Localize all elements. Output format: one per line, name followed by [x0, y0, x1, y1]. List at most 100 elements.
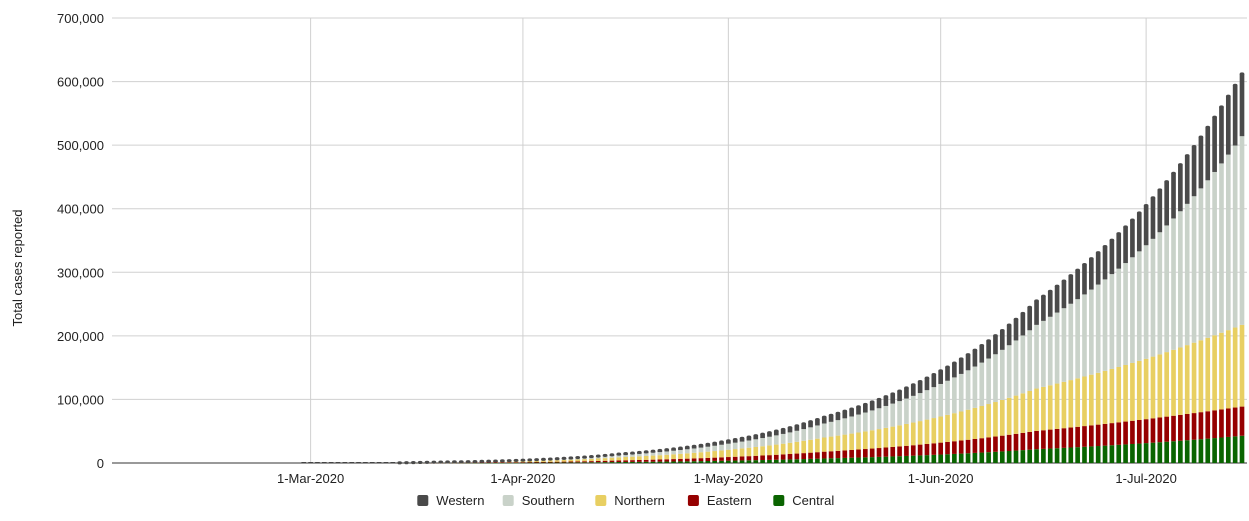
bar-segment-southern	[1116, 268, 1122, 367]
bar-cap	[493, 459, 498, 463]
bar-segment-central	[630, 461, 635, 463]
bar-segment-southern	[595, 456, 601, 459]
bar-segment-eastern	[904, 445, 909, 456]
bar-cap	[739, 436, 745, 440]
bar-segment-western	[1191, 146, 1197, 197]
bar-segment-southern	[1082, 294, 1087, 377]
bar-segment-central	[931, 454, 937, 463]
bar-segment-western	[1157, 189, 1163, 233]
bar-segment-eastern	[828, 451, 834, 459]
bar-cap	[780, 427, 786, 431]
bar-segment-eastern	[1184, 413, 1190, 441]
bar-segment-eastern	[972, 438, 978, 453]
bar-segment-central	[1041, 448, 1046, 463]
bar-cap	[1020, 311, 1026, 316]
bar-segment-northern	[794, 441, 800, 454]
bar-cap	[1157, 188, 1163, 192]
bar-segment-eastern	[1013, 433, 1019, 451]
bar-segment-central	[479, 462, 485, 464]
bar-segment-northern	[1239, 324, 1245, 407]
bar-segment-northern	[917, 421, 923, 445]
bar-segment-central	[582, 462, 587, 463]
bar-cap	[657, 448, 663, 453]
bar-segment-central	[952, 453, 957, 463]
bar-segment-central	[1123, 444, 1128, 463]
bar-segment-central	[1136, 443, 1142, 463]
bar-segment-southern	[643, 453, 649, 456]
bar-segment-northern	[1075, 378, 1080, 427]
bar-segment-northern	[1116, 366, 1122, 423]
bar-segment-eastern	[561, 461, 567, 463]
bar-segment-eastern	[767, 455, 772, 460]
bar-segment-eastern	[787, 453, 793, 460]
bar-segment-central	[849, 457, 854, 463]
bar-segment-northern	[828, 436, 834, 452]
bar-segment-eastern	[876, 448, 882, 457]
bar-segment-eastern	[821, 451, 827, 459]
bar-cap	[1171, 171, 1176, 175]
bar-segment-central	[999, 451, 1005, 463]
bar-cap	[1130, 218, 1135, 222]
bar-segment-northern	[1102, 370, 1108, 424]
bar-segment-central	[924, 455, 930, 463]
bar-cap	[623, 452, 628, 456]
bar-segment-southern	[938, 383, 943, 417]
bar-cap	[500, 459, 505, 463]
legend-swatch	[687, 495, 699, 506]
bar-segment-central	[561, 462, 567, 464]
bar-segment-central	[547, 462, 553, 464]
bar-segment-central	[1082, 446, 1087, 463]
bar-segment-northern	[787, 442, 793, 454]
bar-segment-northern	[821, 437, 827, 452]
bar-segment-central	[1157, 442, 1163, 463]
bar-segment-eastern	[1191, 413, 1197, 440]
bar-segment-central	[1095, 446, 1101, 463]
bar-cap	[801, 422, 807, 426]
bar-cap	[1006, 323, 1012, 327]
bar-segment-eastern	[931, 443, 937, 455]
bar-cap	[637, 450, 642, 454]
legend-label: Southern	[522, 493, 575, 508]
bar-segment-eastern	[1130, 420, 1135, 444]
bar-segment-northern	[547, 460, 553, 462]
bar-segment-southern	[924, 390, 930, 420]
bar-segment-southern	[739, 441, 745, 449]
bar-segment-western	[1006, 325, 1012, 346]
bar-segment-eastern	[698, 458, 704, 462]
bar-segment-northern	[602, 458, 608, 461]
bar-segment-southern	[1041, 320, 1046, 387]
bar-segment-southern	[1130, 257, 1135, 363]
bar-segment-western	[1143, 205, 1149, 246]
bar-segment-central	[780, 459, 786, 463]
bar-cap	[753, 434, 759, 438]
bar-cap	[520, 458, 526, 462]
bar-segment-western	[910, 384, 916, 396]
x-axis: 1-Mar-2020 1-Apr-2020 1-May-2020 1-Jun-2020…	[277, 471, 1177, 486]
bar-segment-northern	[945, 414, 950, 442]
bar-segment-eastern	[582, 461, 587, 463]
bar-segment-western	[1171, 173, 1176, 219]
bar-segment-western	[808, 421, 813, 428]
y-tick-label: 600,000	[57, 75, 104, 90]
bar-segment-central	[1171, 441, 1176, 463]
bar-segment-northern	[643, 455, 649, 460]
bar-segment-central	[760, 460, 765, 463]
bar-segment-central	[568, 462, 574, 464]
bar-segment-central	[1027, 449, 1033, 463]
bar-segment-eastern	[678, 458, 683, 462]
bar-segment-western	[1034, 300, 1039, 325]
bar-segment-eastern	[780, 454, 786, 460]
bar-segment-eastern	[1164, 416, 1169, 442]
bar-segment-northern	[589, 458, 594, 462]
bar-segment-northern	[842, 434, 848, 451]
bar-segment-western	[1232, 85, 1238, 146]
bar-segment-western	[958, 358, 964, 374]
bar-segment-eastern	[506, 462, 512, 463]
bar-cap	[1239, 72, 1245, 76]
bar-cap	[1075, 268, 1080, 272]
bar-segment-northern	[616, 457, 622, 461]
bar-cap	[876, 397, 882, 401]
bar-segment-eastern	[500, 462, 505, 463]
bar-segment	[328, 462, 334, 463]
bar-segment-northern	[1061, 381, 1067, 429]
